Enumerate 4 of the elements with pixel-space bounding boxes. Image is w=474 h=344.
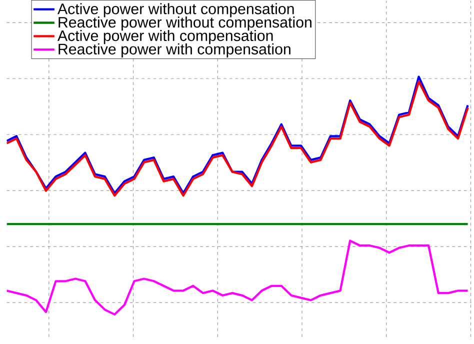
- legend-label: Active power with compensation: [57, 30, 273, 44]
- legend-label: Active power without compensation: [57, 3, 294, 18]
- legend-label: Reactive power without compensation: [58, 16, 312, 31]
- legend-label: Reactive power with compensation: [58, 44, 290, 58]
